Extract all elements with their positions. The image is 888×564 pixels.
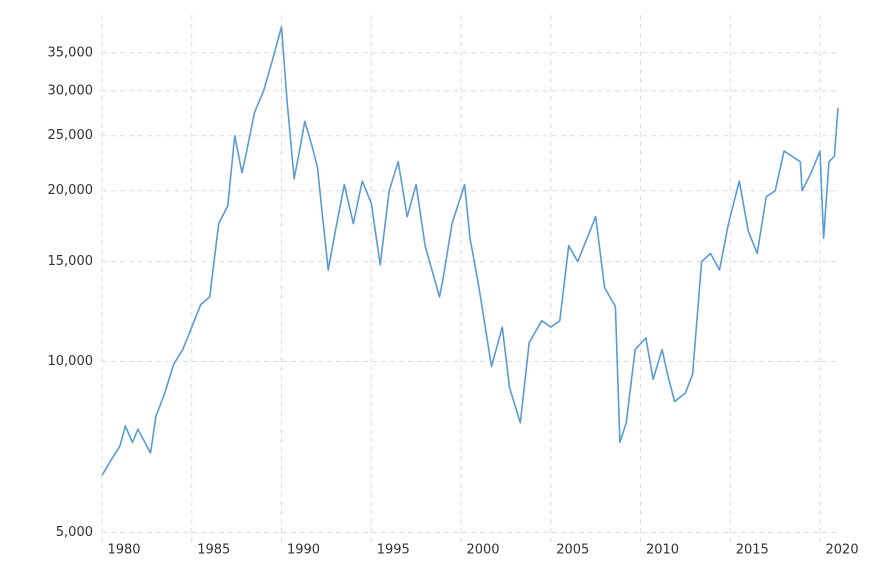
y-tick-label: 20,000 [48, 183, 94, 198]
y-tick-label: 10,000 [48, 354, 94, 369]
x-tick-label: 1980 [107, 543, 140, 558]
y-tick-label: 25,000 [48, 128, 94, 143]
x-tick-label: 2020 [826, 543, 859, 558]
x-tick-label: 1995 [377, 543, 410, 558]
y-tick-label: 35,000 [48, 45, 94, 60]
price-line [101, 26, 839, 476]
x-tick-label: 1990 [287, 543, 320, 558]
y-tick-label: 15,000 [48, 254, 94, 269]
x-tick-label: 2010 [646, 543, 679, 558]
x-tick-label: 1985 [197, 543, 230, 558]
x-tick-label: 2005 [556, 543, 589, 558]
x-tick-label: 2015 [736, 543, 769, 558]
y-tick-label: 30,000 [48, 83, 94, 98]
y-tick-label: 5,000 [56, 525, 93, 540]
x-tick-label: 2000 [466, 543, 499, 558]
